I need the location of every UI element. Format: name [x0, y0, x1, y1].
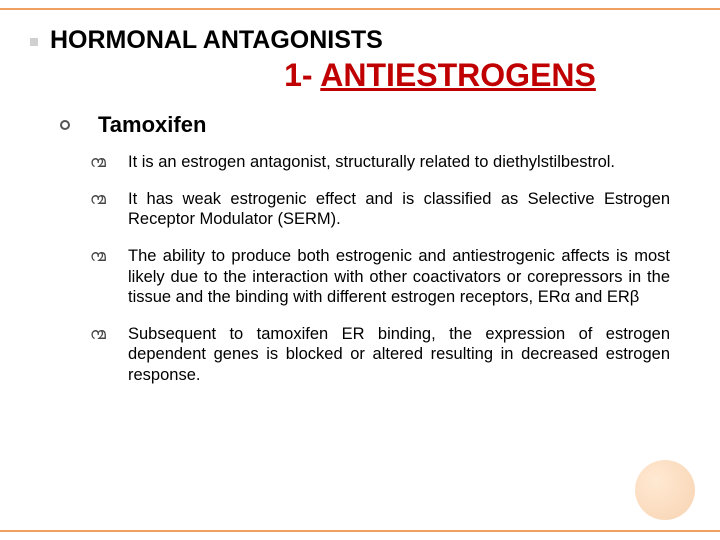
point-text: It is an estrogen antagonist, structural…	[128, 152, 670, 173]
main-heading: HORMONAL ANTAGONISTS	[50, 26, 383, 55]
list-item: ൚ The ability to produce both estrogenic…	[90, 246, 670, 308]
square-bullet-icon	[30, 38, 38, 46]
swirl-bullet-icon: ൚	[90, 248, 104, 266]
subtitle-number: 1-	[284, 57, 320, 93]
subtitle-text: ANTIESTROGENS	[320, 57, 596, 93]
decorative-circle	[635, 460, 695, 520]
swirl-bullet-icon: ൚	[90, 191, 104, 209]
drug-name: Tamoxifen	[98, 112, 206, 138]
point-text: Subsequent to tamoxifen ER binding, the …	[128, 324, 670, 386]
heading-row: HORMONAL ANTAGONISTS	[30, 26, 690, 55]
drug-row: Tamoxifen	[60, 112, 690, 138]
list-item: ൚ Subsequent to tamoxifen ER binding, th…	[90, 324, 670, 386]
swirl-bullet-icon: ൚	[90, 154, 104, 172]
list-item: ൚ It has weak estrogenic effect and is c…	[90, 189, 670, 230]
points-list: ൚ It is an estrogen antagonist, structur…	[90, 152, 670, 386]
bottom-accent-border	[0, 530, 720, 532]
top-accent-border	[0, 8, 720, 10]
sub-heading: 1- ANTIESTROGENS	[190, 57, 690, 94]
point-text: It has weak estrogenic effect and is cla…	[128, 189, 670, 230]
slide-container: HORMONAL ANTAGONISTS 1- ANTIESTROGENS Ta…	[0, 0, 720, 540]
swirl-bullet-icon: ൚	[90, 326, 104, 344]
list-item: ൚ It is an estrogen antagonist, structur…	[90, 152, 670, 173]
point-text: The ability to produce both estrogenic a…	[128, 246, 670, 308]
ring-bullet-icon	[60, 120, 70, 130]
